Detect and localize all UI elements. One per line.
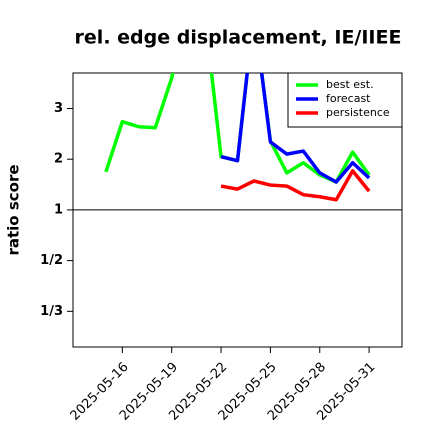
- y-tick-label: 1: [54, 202, 63, 217]
- y-tick-label: 2: [54, 152, 63, 167]
- y-tick-label: 1/3: [40, 304, 63, 319]
- series-line: [220, 169, 371, 202]
- chart-title: rel. edge displacement, IE/IIEE: [75, 27, 402, 49]
- legend-label: persistence: [326, 106, 390, 119]
- y-tick-label: 3: [54, 101, 63, 116]
- plot-area: [104, 73, 371, 202]
- y-axis-label: ratio score: [5, 164, 23, 255]
- y-tick-label: 1/2: [40, 253, 63, 268]
- legend-label: forecast: [326, 92, 371, 105]
- series-line: [220, 73, 371, 184]
- legend-label: best est.: [326, 78, 374, 91]
